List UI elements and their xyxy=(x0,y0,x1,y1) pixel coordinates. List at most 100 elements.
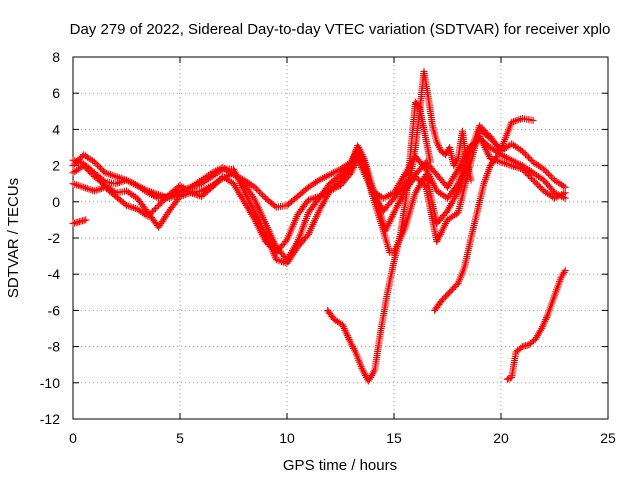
data-point xyxy=(497,158,505,166)
data-point xyxy=(421,182,429,190)
data-point xyxy=(426,158,434,166)
data-point xyxy=(561,189,569,197)
data-point xyxy=(114,179,122,187)
y-tick-label: 8 xyxy=(52,49,60,65)
data-point xyxy=(523,170,531,178)
data-point xyxy=(489,138,497,146)
data-point xyxy=(268,244,276,252)
data-point xyxy=(74,182,82,189)
data-point xyxy=(493,153,501,161)
data-point xyxy=(76,182,84,190)
y-tick-label: -10 xyxy=(40,375,60,391)
axis-ticks xyxy=(72,56,609,420)
data-point xyxy=(451,282,459,290)
data-point xyxy=(114,173,122,181)
data-point xyxy=(159,197,167,205)
data-point xyxy=(544,170,552,178)
data-point xyxy=(144,212,152,220)
data-point xyxy=(126,203,134,211)
data-point xyxy=(155,201,163,209)
data-point xyxy=(94,186,102,194)
data-point xyxy=(72,159,80,166)
data-point xyxy=(77,154,85,162)
data-point xyxy=(98,166,106,174)
data-point xyxy=(74,157,82,165)
data-point xyxy=(96,185,104,193)
series-trace-a xyxy=(69,134,569,215)
data-point xyxy=(128,203,136,211)
data-point xyxy=(162,194,170,202)
x-tick-label: 0 xyxy=(69,430,77,446)
data-point xyxy=(529,116,537,124)
x-tick-label: 5 xyxy=(176,430,184,446)
data-point xyxy=(411,173,419,180)
data-point xyxy=(266,242,274,250)
data-point xyxy=(150,206,158,214)
data-point xyxy=(192,191,200,199)
y-tick-label: 6 xyxy=(52,85,60,101)
data-point xyxy=(541,167,549,175)
data-point xyxy=(252,185,260,193)
series-trace-late-20h xyxy=(503,267,569,383)
data-point xyxy=(251,183,259,191)
data-point xyxy=(84,166,92,174)
data-point xyxy=(413,174,421,182)
data-point xyxy=(260,193,268,201)
x-tick-label: 25 xyxy=(600,430,616,446)
data-point xyxy=(90,187,98,195)
data-point xyxy=(94,161,101,169)
data-point xyxy=(522,150,529,158)
data-point xyxy=(95,163,103,171)
data-point xyxy=(561,267,569,275)
data-point xyxy=(505,375,513,383)
data-point xyxy=(276,257,284,265)
data-point xyxy=(80,183,88,191)
data-point xyxy=(71,180,79,188)
data-point xyxy=(107,171,114,179)
y-tick-label: -12 xyxy=(40,411,60,427)
data-point xyxy=(310,194,318,202)
chart-title: Day 279 of 2022, Sidereal Day-to-day VTE… xyxy=(70,21,611,38)
data-point xyxy=(87,186,95,194)
data-point xyxy=(486,134,494,142)
data-point xyxy=(83,185,91,192)
data-point xyxy=(210,182,218,190)
data-point xyxy=(149,208,156,216)
data-point xyxy=(158,198,166,206)
data-point xyxy=(214,177,222,185)
data-point xyxy=(528,175,536,182)
data-point xyxy=(532,179,540,187)
data-point xyxy=(92,160,100,167)
data-point xyxy=(446,288,454,296)
data-point xyxy=(216,176,224,184)
y-tick-label: -6 xyxy=(48,302,61,318)
data-point xyxy=(156,200,164,208)
data-point xyxy=(87,169,95,177)
data-point xyxy=(262,238,270,246)
data-point xyxy=(518,147,526,155)
data-point xyxy=(504,160,512,168)
data-point xyxy=(83,165,91,173)
data-point xyxy=(303,232,311,240)
data-point xyxy=(439,296,446,304)
y-tick-label: 0 xyxy=(52,194,60,210)
data-point xyxy=(491,139,499,147)
data-point xyxy=(453,281,461,289)
y-tick-labels: -12 -10 -8 -6 -4 -2 0 2 4 6 8 xyxy=(40,49,60,427)
data-point xyxy=(73,181,81,189)
data-point xyxy=(522,168,529,176)
data-point xyxy=(69,162,77,170)
data-point xyxy=(525,171,532,179)
data-point xyxy=(85,185,93,193)
data-point xyxy=(97,164,104,172)
data-point xyxy=(494,142,502,150)
data-point xyxy=(152,205,159,212)
data-point xyxy=(415,176,422,184)
data-point xyxy=(89,171,97,179)
data-point xyxy=(502,160,510,168)
data-point xyxy=(82,184,89,192)
data-point xyxy=(69,180,77,188)
x-tick-label: 10 xyxy=(279,430,295,446)
y-tick-label: -4 xyxy=(48,266,61,282)
data-point xyxy=(531,178,539,186)
